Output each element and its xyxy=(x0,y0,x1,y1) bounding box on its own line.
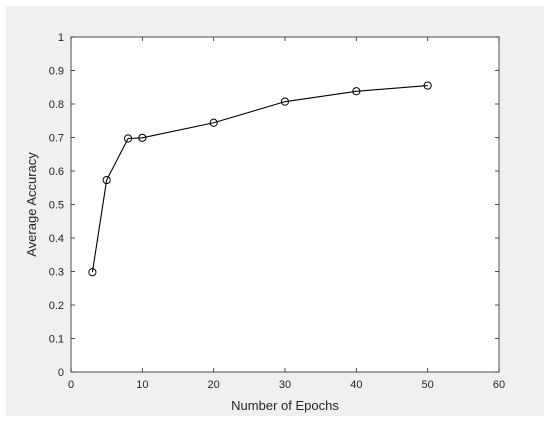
x-axis-title: Number of Epochs xyxy=(231,398,339,413)
series-layer xyxy=(88,81,432,277)
plot-area xyxy=(70,36,500,373)
y-tick-label: 0.5 xyxy=(49,200,64,212)
y-tick-label: 0.7 xyxy=(49,133,64,145)
data-point-marker xyxy=(123,134,133,143)
y-tick-label: 1 xyxy=(58,32,64,44)
line-chart: 0 10 20 30 40 50 60 00.10.20.30.40.50.60.70.80… xyxy=(24,32,505,413)
x-tick-label: 20 xyxy=(208,379,220,391)
y-tick-label: 0 xyxy=(58,367,64,379)
x-tick-label: 30 xyxy=(279,379,291,391)
y-tick-label: 0.3 xyxy=(49,267,64,279)
series-line xyxy=(91,85,428,273)
data-point-marker xyxy=(280,97,290,106)
y-tick-label: 0.8 xyxy=(49,99,64,111)
data-point-marker xyxy=(423,81,432,90)
x-tick-label: 50 xyxy=(422,379,434,391)
y-tick-label: 0.6 xyxy=(49,166,64,178)
y-tick-label: 0.1 xyxy=(49,334,64,346)
x-tick-label: 10 xyxy=(136,379,148,391)
y-axis-title: Average Accuracy xyxy=(24,152,39,257)
data-point-marker xyxy=(352,87,361,96)
x-tick-label: 0 xyxy=(68,379,74,391)
x-axis-ticks: 0 10 20 30 40 50 60 xyxy=(68,37,505,391)
y-tick-label: 0.2 xyxy=(49,300,64,312)
y-tick-label: 0.9 xyxy=(49,66,64,78)
data-point-marker xyxy=(88,268,97,277)
data-point-marker xyxy=(138,133,147,142)
x-tick-label: 40 xyxy=(350,379,362,391)
y-tick-label: 0.4 xyxy=(49,233,64,245)
y-axis-ticks: 0 0.1 0.2 0.3 0.4 0.5 0.6 0.7 0.8 0.9 1 xyxy=(49,32,499,379)
data-point-marker xyxy=(209,118,218,127)
figure-window: 0 10 20 30 40 50 60 0 0.1 0.2 0.3 0.4 0.5 0.6 0.7 0.8 0… xyxy=(6,6,544,416)
x-tick-label: 60 xyxy=(493,379,505,391)
data-point-marker xyxy=(102,175,111,185)
